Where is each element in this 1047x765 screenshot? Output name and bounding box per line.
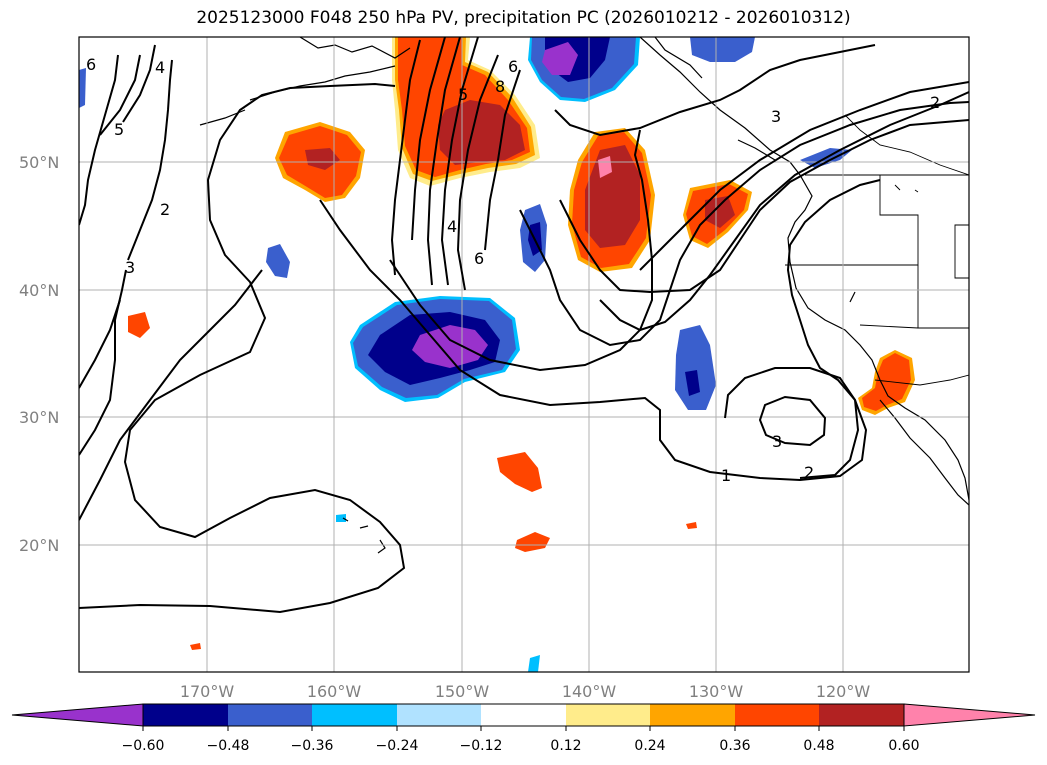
latitude-labels: 50°N 40°N 30°N 20°N [19,153,59,555]
contour-label: 1 [721,466,731,485]
lon-label-160w: 160°W [307,682,362,701]
lat-label-40n: 40°N [19,281,59,300]
map-frame [78,36,970,673]
colorbar-tick-label: 0.36 [719,738,750,754]
colorbar-segment [566,704,650,726]
contour-label: 6 [474,249,484,268]
colorbar-segment [143,704,228,726]
precip-positive-areas [128,37,915,650]
pv-contours [79,37,969,614]
precip-area-east [683,180,752,248]
colorbar-segment [397,704,481,726]
contour-label: 4 [155,58,165,77]
contour-label: 3 [772,432,782,451]
lon-label-150w: 150°W [435,682,490,701]
colorbar-segment [650,704,735,726]
precip-area-baja [858,350,915,415]
precip-negative-areas [79,37,852,672]
colorbar: −0.60 −0.48 −0.36 −0.24 −0.12 0.12 0.24 … [11,703,1036,754]
contour-labels: 6 5 4 3 2 6 5 8 4 6 3 2 3 1 2 [86,55,940,485]
map-title: 2025123000 F048 250 hPa PV, precipitatio… [196,8,851,28]
colorbar-tick-label: 0.12 [550,738,581,754]
colorbar-tick-label: −0.48 [207,738,250,754]
lon-label-130w: 130°W [689,682,744,701]
contour-label: 5 [114,120,124,139]
lat-label-50n: 50°N [19,153,59,172]
lon-label-120w: 120°W [816,682,871,701]
colorbar-segment [735,704,819,726]
precip-area-subtropical-low [350,296,520,402]
contour-label: 2 [804,463,814,482]
coastlines [199,37,969,554]
contour-label: 3 [125,258,135,277]
contour-label: 2 [930,93,940,112]
longitude-labels: 170°W 160°W 150°W 140°W 130°W 120°W [180,682,871,701]
colorbar-tick-label: 0.48 [803,738,834,754]
precip-area-north-gulf [528,37,640,102]
colorbar-segment [312,704,397,726]
contour-label: 4 [447,217,457,236]
colorbar-tick-label: −0.12 [460,738,503,754]
precip-area-central [568,128,655,272]
precip-area-subtropical [190,452,697,650]
contour-label: 8 [495,77,505,96]
contour-label: 5 [458,85,468,104]
precip-area-canada-coast [690,37,755,62]
colorbar-tick-label: 0.24 [634,738,665,754]
colorbar-tick-label: 0.60 [888,738,919,754]
map-gridlines [79,37,969,672]
lat-label-20n: 20°N [19,536,59,555]
colorbar-extend-low [11,703,144,727]
lon-label-170w: 170°W [180,682,235,701]
colorbar-segment [228,704,312,726]
colorbar-tick-label: −0.60 [122,738,165,754]
contour-label: 3 [771,107,781,126]
contour-label: 6 [508,57,518,76]
colorbar-segment [819,704,904,726]
colorbar-segment [481,704,566,726]
lon-label-140w: 140°W [562,682,617,701]
colorbar-tick-label: −0.36 [291,738,334,754]
contour-label: 2 [160,200,170,219]
precip-area-dateline [128,312,150,338]
colorbar-extend-high [903,703,1036,727]
lat-label-30n: 30°N [19,408,59,427]
colorbar-tick-label: −0.24 [376,738,419,754]
political-borders [785,114,969,386]
precip-area-gulf-alaska [392,37,540,186]
contour-label: 6 [86,55,96,74]
